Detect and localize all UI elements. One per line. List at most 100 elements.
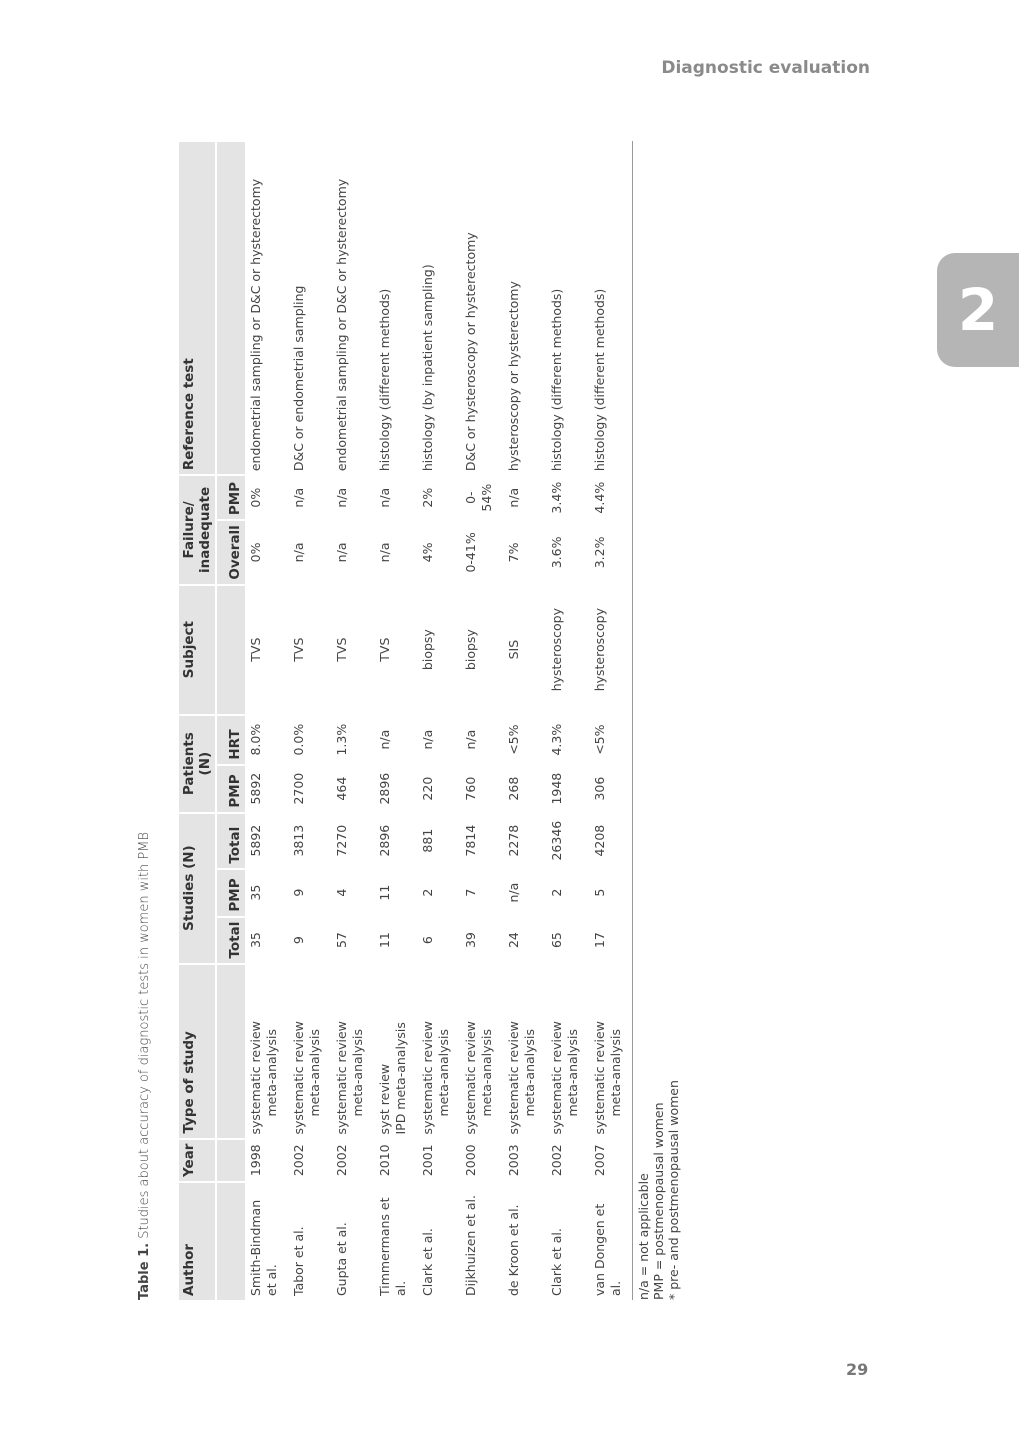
cell-pt-pmp: 2700 [291,772,306,805]
subheader-hrt: HRT [216,714,245,765]
cell-hrt: n/a [420,729,435,750]
header-year: Year [179,1138,216,1182]
cell-hrt: n/a [377,729,392,750]
cell-pt-total: 26346 [549,820,564,861]
table-row: van Dongen et al. 2007 systematic review me… [589,141,633,1300]
cell-pt-total: 4208 [589,812,633,869]
cell-year: 2007 [589,1138,633,1182]
cell-author: van Dongen et al. [589,1182,633,1300]
cell-reference: histology (different methods) [589,141,633,476]
cell-type: systematic review meta-analysis [546,964,589,1139]
cell-year: 2002 [334,1144,349,1177]
cell-author: Timmermans et al. [377,1197,408,1296]
cell-st-total: 9 [291,936,306,945]
cell-year: 2002 [549,1144,564,1177]
cell-pt-total: 7270 [334,824,349,857]
cell-reference: histology (different methods) [549,288,564,472]
type-line: syst review [377,1063,392,1135]
type-line: meta-analysis [436,1028,451,1117]
cell-pt-total: 5892 [248,824,263,857]
cell-fail-overall: n/a [291,542,306,563]
footnote: * pre- and postmenopausal women [666,1080,681,1300]
cell-fail-overall: n/a [377,542,392,563]
cell-fail-pmp: n/a [334,487,349,508]
cell-type: systematic review meta-analysis [245,964,288,1139]
cell-st-pmp: 2 [420,888,435,897]
cell-subject: SIS [506,639,521,660]
type-line: meta-analysis [264,1028,279,1117]
cell-reference: D&C or endometrial sampling [291,285,306,472]
table-row: Smith-Bindman et al. 1998 systematic revie… [245,141,288,1300]
table-row: Tabor et al. 2002 systematic review meta-an… [288,141,331,1300]
subheader-studies-total: Total [216,916,245,964]
caption-text: Studies about accuracy of diagnostic tes… [137,832,152,1243]
header-patients: Patients (N) [179,714,216,813]
subheader-failure-pmp: PMP [216,475,245,521]
table-row: Timmermans et al. 2010 syst review IPD meta… [374,141,417,1300]
cell-st-total: 35 [248,932,263,949]
cell-pt-pmp: 1948 [549,772,564,805]
cell-pt-pmp: 306 [589,764,633,813]
type-line: meta-analysis [307,1028,322,1117]
type-line: IPD meta-analysis [393,1022,408,1135]
cell-type: systematic review meta-analysis [503,964,546,1139]
cell-st-pmp: 35 [248,884,263,901]
cell-st-total: 39 [463,932,478,949]
cell-hrt: 4.3% [549,723,564,756]
cell-fail-pmp: 2% [420,487,435,508]
cell-year: 2001 [420,1144,435,1177]
cell-fail-overall: 4% [420,542,435,563]
cell-fail-pmp: n/a [377,487,392,508]
cell-hrt: 8.0% [248,723,263,756]
rotated-table-block: Table 1. Studies about accuracy of diagn… [137,140,707,1300]
cell-fail-overall: 3.2% [589,520,633,585]
cell-fail-pmp: 3.4% [549,481,564,514]
cell-subject: TVS [291,637,306,662]
cell-fail-pmp: n/a [506,487,521,508]
cell-st-total: 11 [377,932,392,949]
cell-author: Dijkhuizen et al. [463,1195,478,1296]
cell-pt-pmp: 220 [420,776,435,801]
cell-hrt: 1.3% [334,723,349,756]
caption-label: Table 1. [137,1242,152,1300]
header-author: Author [179,1182,216,1300]
cell-subject: TVS [377,637,392,662]
cell-pt-pmp: 2896 [377,772,392,805]
cell-st-pmp: 4 [334,888,349,897]
subheader-patients-pmp: PMP [216,764,245,813]
table-row: Gupta et al. 2002 systematic review meta-an… [331,141,374,1300]
cell-fail-overall: 0% [248,542,263,563]
studies-table: Author Year Type of study Studies (N) Pa… [179,140,633,1300]
type-line: meta-analysis [565,1028,580,1117]
cell-author: Smith-Bindman et al. [248,1199,279,1296]
cell-pt-pmp: 5892 [248,772,263,805]
type-line: systematic review [291,1021,306,1135]
cell-subject: hysteroscopy [589,584,633,715]
cell-fail-pmp: n/a [291,487,306,508]
cell-hrt: 0.0% [291,723,306,756]
cell-fail-pmp: 4.4% [589,475,633,521]
cell-type: systematic review meta-analysis [288,964,331,1139]
table-row: de Kroon et al. 2003 systematic review meta… [503,141,546,1300]
type-line: meta-analysis [479,1028,494,1117]
cell-year: 1998 [248,1144,263,1177]
cell-reference: endometrial sampling or D&C or hysterect… [248,178,263,472]
cell-reference: endometrial sampling or D&C or hysterect… [334,178,349,472]
cell-st-pmp: 5 [589,868,633,917]
cell-year: 2002 [291,1144,306,1177]
cell-type: systematic review meta-analysis [417,964,460,1139]
cell-st-total: 65 [549,932,564,949]
table-row: Clark et al. 2002 systematic review meta-an… [546,141,589,1300]
cell-year: 2003 [506,1144,521,1177]
header-reference: Reference test [179,141,216,476]
header-type: Type of study [179,963,216,1139]
cell-st-total: 57 [334,932,349,949]
running-head: Diagnostic evaluation [661,58,870,78]
type-line: meta-analysis [608,1028,623,1117]
type-line: systematic review [420,1021,435,1135]
subheader-patients-total: Total [216,812,245,869]
cell-st-pmp: 9 [291,888,306,897]
header-studies: Studies (N) [179,812,216,964]
type-line: meta-analysis [350,1028,365,1117]
type-line: systematic review [506,1021,521,1135]
